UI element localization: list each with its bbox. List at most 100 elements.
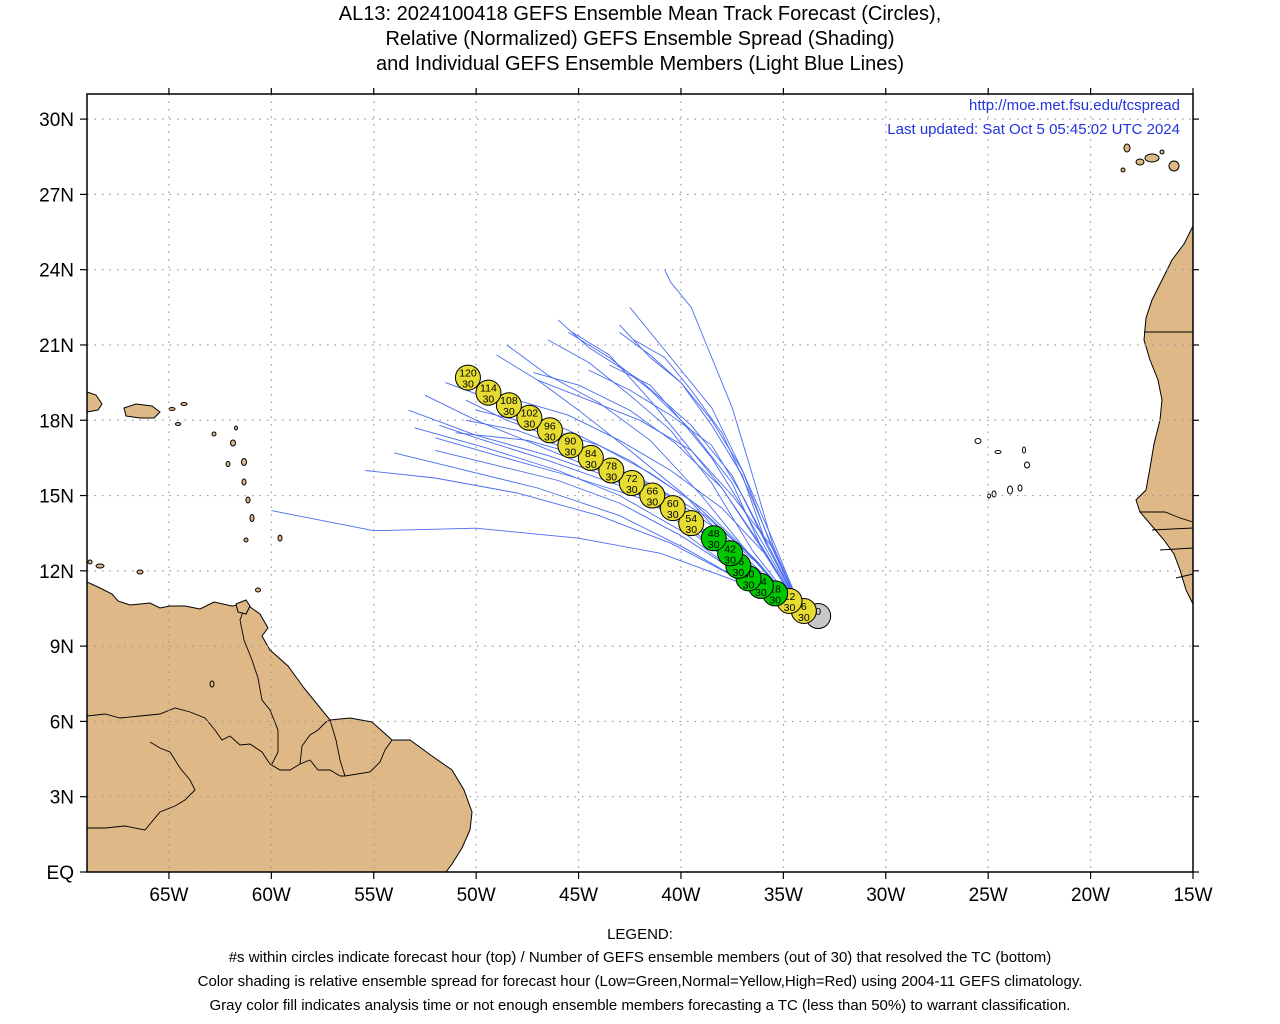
trinidad-island — [235, 599, 251, 615]
legend-line-3: Gray color fill indicates analysis time … — [209, 997, 1071, 1014]
forecast-hour-label: 102 — [521, 408, 539, 420]
mean-track-circles: 0630123018302430303036304230483054306030… — [454, 364, 832, 630]
y-tick-label: 12N — [39, 562, 74, 583]
member-count-label: 30 — [798, 612, 810, 624]
forecast-hour-label: 54 — [685, 513, 697, 525]
member-track-line — [547, 339, 805, 617]
track-circle-fill — [577, 444, 604, 471]
y-tick-label: 30N — [39, 110, 74, 131]
y-tick-label: 27N — [39, 185, 74, 206]
x-axis: 65W 60W 55W 50W 45W 40W 35W 30W 25W 20W 15W — [149, 88, 1213, 906]
plot-frame — [86, 93, 1194, 873]
member-count-label: 30 — [544, 431, 556, 443]
member-track-line — [588, 369, 805, 617]
forecast-hour-label: 96 — [544, 420, 556, 432]
forecast-hour-label: 84 — [585, 448, 597, 460]
track-circle-fill — [639, 482, 666, 509]
last-updated-text: Last updated: Sat Oct 5 05:45:02 UTC 202… — [887, 121, 1180, 138]
member-count-label: 30 — [626, 484, 638, 496]
y-tick-label: 3N — [50, 788, 74, 809]
member-count-label: 30 — [462, 379, 474, 391]
track-circle-fill — [536, 417, 563, 444]
x-tick-label: 60W — [252, 885, 291, 906]
forecast-hour-label: 120 — [459, 368, 477, 380]
track-circle-fill — [516, 404, 543, 431]
member-track-line — [516, 399, 805, 617]
forecast-hour-label: 12 — [784, 591, 796, 603]
member-track-line — [572, 332, 805, 617]
track-circle-fill — [717, 540, 744, 567]
member-count-label: 30 — [724, 554, 736, 566]
member-count-label: 30 — [667, 509, 679, 521]
track-circle-fill — [557, 432, 584, 459]
y-tick-label: EQ — [47, 863, 74, 884]
caribbean-islands — [87, 402, 283, 688]
track-circle-fill — [495, 392, 522, 419]
track-circle-fill — [475, 379, 502, 406]
member-track-line — [633, 339, 805, 617]
y-tick-label: 24N — [39, 261, 74, 282]
puerto-rico-island — [123, 403, 161, 419]
forecast-hour-label: 78 — [605, 460, 617, 472]
legend-line-1: #s within circles indicate forecast hour… — [228, 949, 1052, 966]
y-tick-label: 6N — [50, 712, 74, 733]
member-track-line — [533, 372, 805, 617]
member-count-label: 30 — [769, 594, 781, 606]
x-tick-label: 30W — [866, 885, 905, 906]
credit-url[interactable]: http://moe.met.fsu.edu/tcspread — [969, 97, 1180, 114]
member-track-line — [537, 379, 805, 617]
x-tick-label: 40W — [661, 885, 700, 906]
member-count-label: 30 — [646, 497, 658, 509]
hispaniola-island — [87, 391, 103, 413]
legend-line-2: Color shading is relative ensemble sprea… — [197, 973, 1083, 990]
forecast-hour-label: 66 — [646, 486, 658, 498]
legend: LEGEND: #s within circles indicate forec… — [0, 924, 1280, 1018]
member-count-label: 30 — [605, 471, 617, 483]
title-line-1: AL13: 2024100418 GEFS Ensemble Mean Trac… — [338, 3, 942, 25]
member-count-label: 30 — [685, 524, 697, 536]
forecast-hour-label: 48 — [708, 528, 720, 540]
member-count-label: 30 — [784, 602, 796, 614]
x-tick-label: 65W — [149, 885, 188, 906]
legend-title: LEGEND: — [607, 926, 673, 943]
member-track-line — [609, 364, 805, 617]
x-tick-label: 50W — [457, 885, 496, 906]
chart-title: AL13: 2024100418 GEFS Ensemble Mean Trac… — [0, 2, 1280, 77]
forecast-hour-label: 0 — [815, 606, 821, 618]
canary-islands — [1120, 143, 1180, 173]
member-count-label: 30 — [743, 579, 755, 591]
y-axis: EQ 3N 6N 9N 12N 15N 18N 21N 24N 27N 30N — [39, 110, 1199, 884]
forecast-hour-label: 108 — [500, 395, 518, 407]
track-circle-fill — [659, 495, 686, 522]
member-track-line — [619, 324, 805, 617]
y-tick-label: 15N — [39, 487, 74, 508]
forecast-hour-label: 6 — [801, 601, 807, 613]
x-tick-label: 20W — [1071, 885, 1110, 906]
member-count-label: 30 — [565, 446, 577, 458]
member-count-label: 30 — [585, 459, 597, 471]
y-tick-label: 21N — [39, 336, 74, 357]
x-tick-label: 35W — [764, 885, 803, 906]
forecast-hour-label: 60 — [667, 498, 679, 510]
forecast-hour-label: 114 — [480, 383, 497, 395]
track-circle-fill — [598, 457, 625, 484]
x-tick-label: 55W — [354, 885, 393, 906]
title-line-3: and Individual GEFS Ensemble Members (Li… — [375, 53, 905, 75]
south-america-landmass — [87, 581, 473, 872]
country-borders — [87, 603, 393, 831]
land-layer — [87, 143, 1193, 872]
forecast-hour-label: 90 — [565, 435, 577, 447]
y-tick-label: 18N — [39, 411, 74, 432]
member-count-label: 30 — [483, 394, 495, 406]
forecast-hour-label: 30 — [743, 568, 755, 580]
member-count-label: 30 — [524, 419, 536, 431]
